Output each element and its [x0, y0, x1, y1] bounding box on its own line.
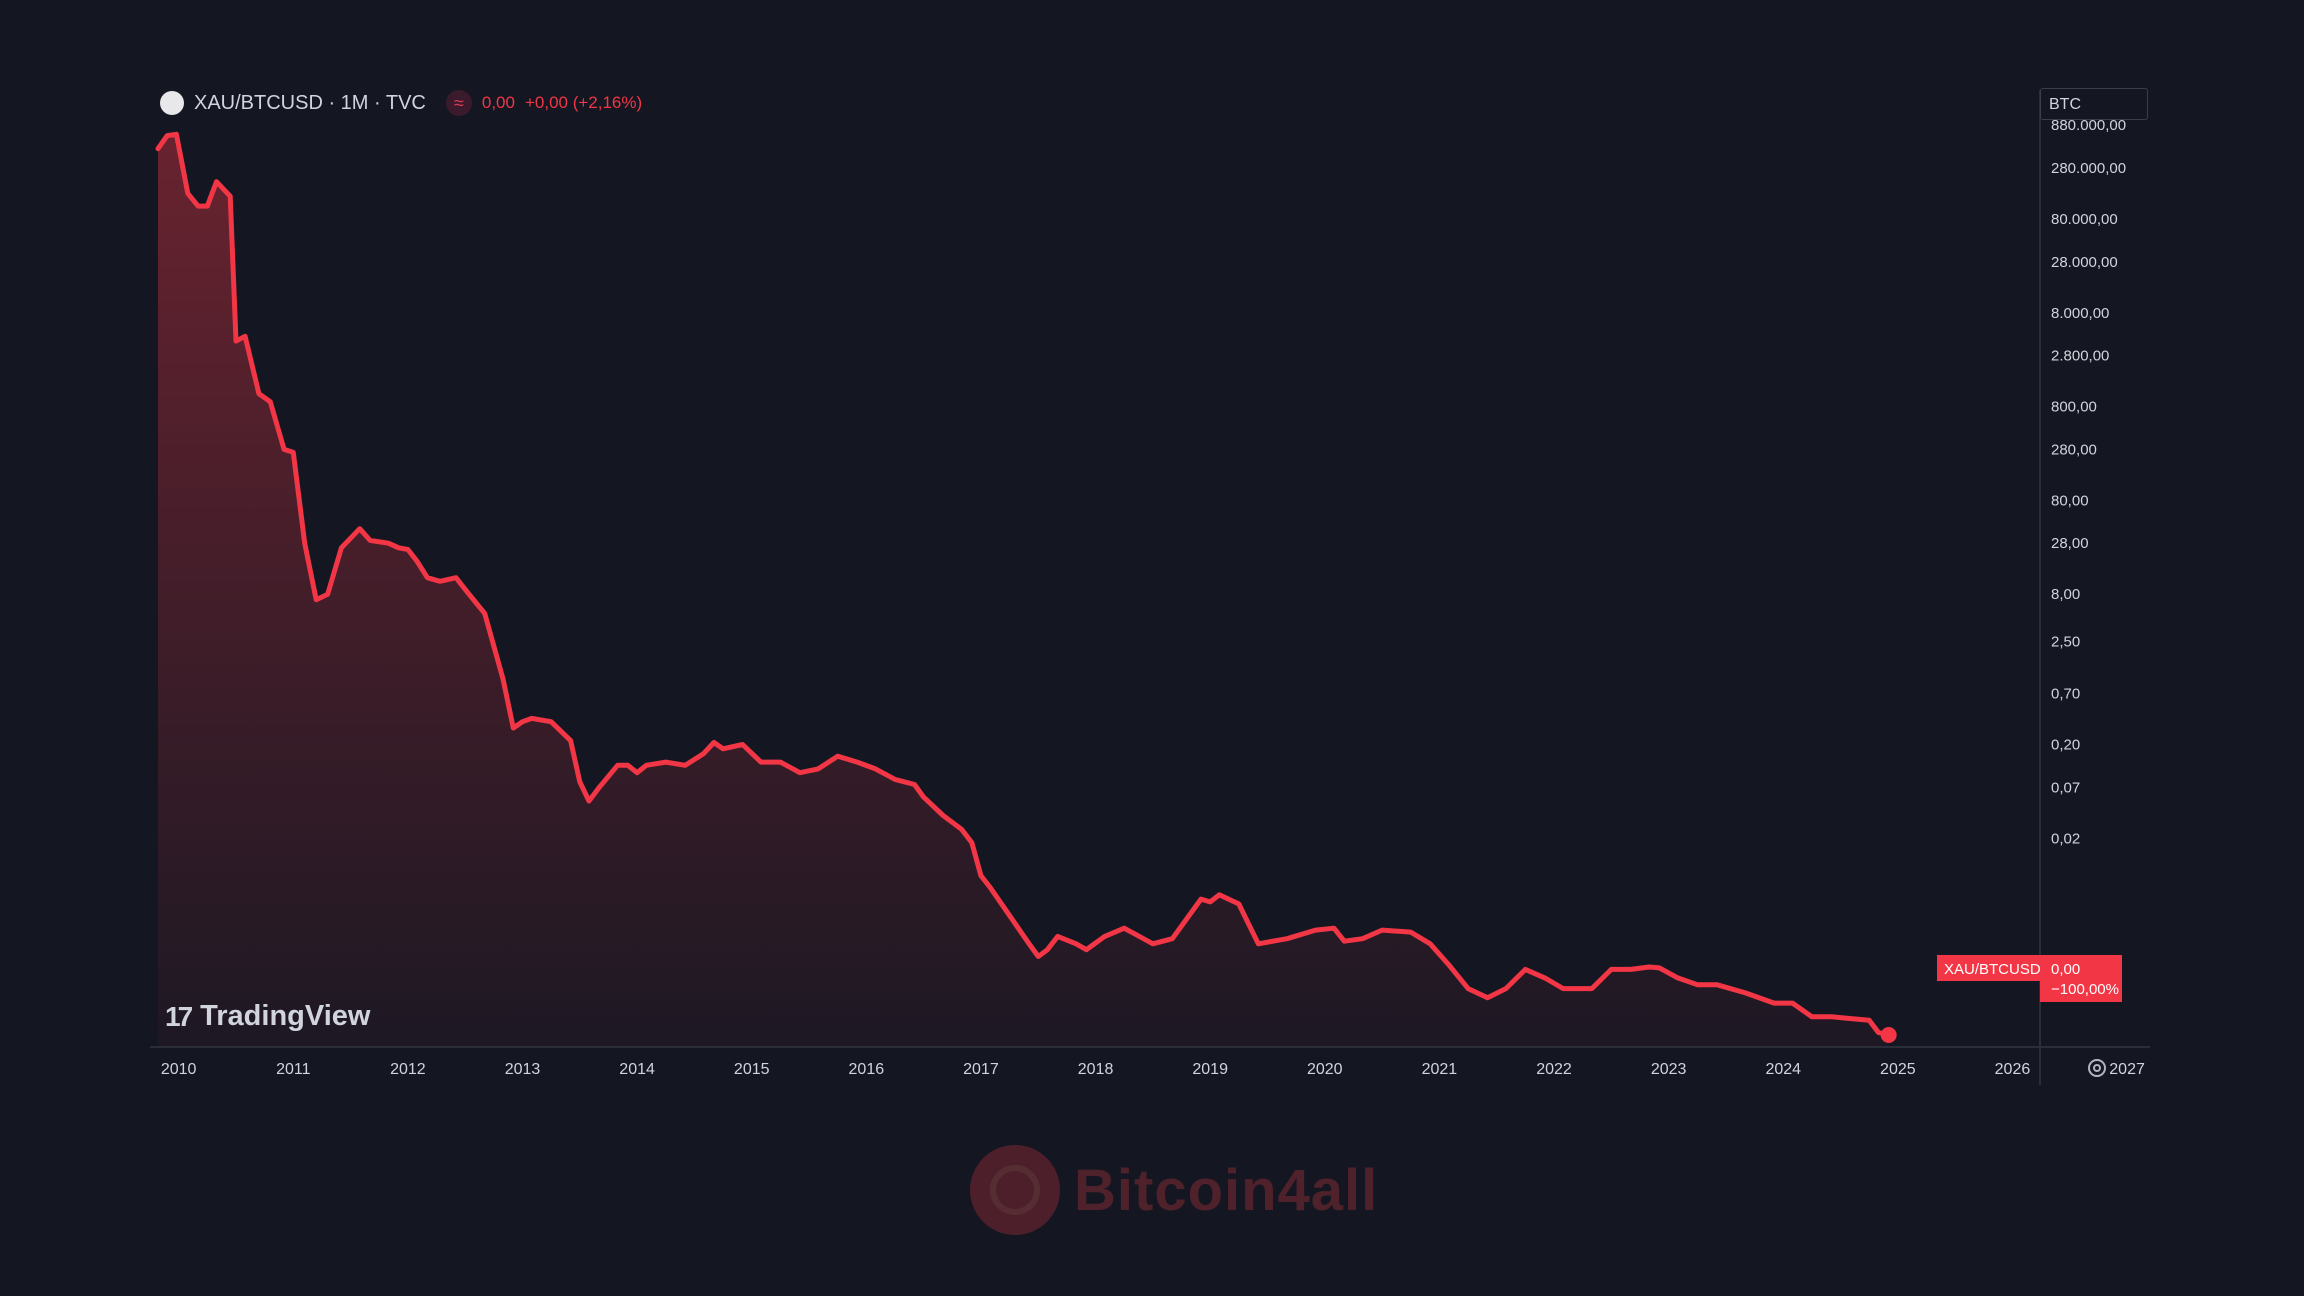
x-tick-label: 2025	[1880, 1061, 1916, 1078]
y-tick-label: 0,70	[2051, 685, 2080, 702]
symbol-title[interactable]: XAU/BTCUSD · 1M · TVC	[194, 91, 426, 114]
y-tick-label: 2.800,00	[2051, 348, 2109, 365]
x-tick-label: 2015	[734, 1061, 770, 1078]
price-axis[interactable]: 880.000,00 280.000,00 80.000,00 28.000,00 8.…	[2041, 89, 2147, 847]
series-price-label: XAU/BTCUSD 0,00 −100,00%	[1937, 955, 2122, 1002]
x-tick-label: 2020	[1307, 1061, 1343, 1078]
series-label-value: 0,00	[2051, 961, 2080, 978]
time-axis[interactable]: 2010 2011 2012 2013 2014 2015 2016 2017 2018 2019…	[161, 1061, 2145, 1078]
wave-icon[interactable]: ≈	[445, 90, 472, 116]
x-tick-label: 2016	[849, 1061, 885, 1078]
x-tick-label: 2012	[390, 1061, 426, 1078]
tradingview-brand[interactable]: 17 TradingView	[165, 1000, 370, 1033]
last-price-dot	[1880, 1027, 1897, 1043]
y-tick-label: 8.000,00	[2051, 305, 2109, 322]
gear-icon[interactable]	[2088, 1059, 2106, 1077]
y-tick-label: 280.000,00	[2051, 160, 2126, 177]
chart-legend: XAU/BTCUSD · 1M · TVC ≈ 0,00 +0,00 (+2,1…	[160, 89, 642, 117]
x-tick-label: 2017	[963, 1061, 999, 1078]
x-tick-label: 2026	[1995, 1061, 2031, 1078]
watermark-text: Bitcoin4all	[1074, 1157, 1379, 1223]
series-area-fill	[158, 134, 1889, 1047]
y-tick-label: 280,00	[2051, 441, 2097, 458]
x-tick-label: 2013	[505, 1061, 541, 1078]
x-tick-label: 2023	[1651, 1061, 1687, 1078]
gold-coin-icon	[160, 91, 184, 115]
y-tick-label: 2,50	[2051, 634, 2080, 651]
watermark-logo-icon	[970, 1145, 1060, 1235]
y-tick-label: 880.000,00	[2051, 117, 2126, 134]
series-label-name: XAU/BTCUSD	[1944, 961, 2041, 978]
x-tick-label: 2010	[161, 1061, 197, 1078]
x-tick-label: 2019	[1192, 1061, 1228, 1078]
x-tick-label: 2014	[619, 1061, 655, 1078]
series-label-change: −100,00%	[2051, 981, 2119, 998]
x-tick-label: 2011	[276, 1061, 311, 1078]
x-tick-label: 2021	[1422, 1061, 1458, 1078]
price-unit-selector[interactable]: BTC	[2040, 88, 2148, 120]
series-line[interactable]	[155, 131, 1892, 1038]
y-tick-label: 80,00	[2051, 492, 2089, 509]
y-tick-label: 800,00	[2051, 399, 2097, 416]
y-tick-label: 28.000,00	[2051, 254, 2118, 271]
brand-name: TradingView	[200, 1000, 371, 1032]
y-tick-label: 80.000,00	[2051, 211, 2118, 228]
change-value: +0,00 (+2,16%)	[524, 93, 643, 112]
y-tick-label: 0,20	[2051, 737, 2080, 754]
y-tick-label: 0,02	[2051, 830, 2080, 847]
y-tick-label: 8,00	[2051, 586, 2080, 603]
x-tick-label: 2022	[1536, 1061, 1572, 1078]
y-tick-label: 0,07	[2051, 779, 2080, 796]
watermark: Bitcoin4all	[970, 1145, 1378, 1235]
last-value: 0,00	[481, 93, 515, 112]
tradingview-logo-icon: 17	[165, 1000, 193, 1032]
x-tick-label: 2024	[1765, 1061, 1801, 1078]
x-tick-label: 2018	[1078, 1061, 1114, 1078]
y-tick-label: 28,00	[2051, 535, 2089, 552]
x-tick-label: 2027	[2109, 1061, 2145, 1078]
